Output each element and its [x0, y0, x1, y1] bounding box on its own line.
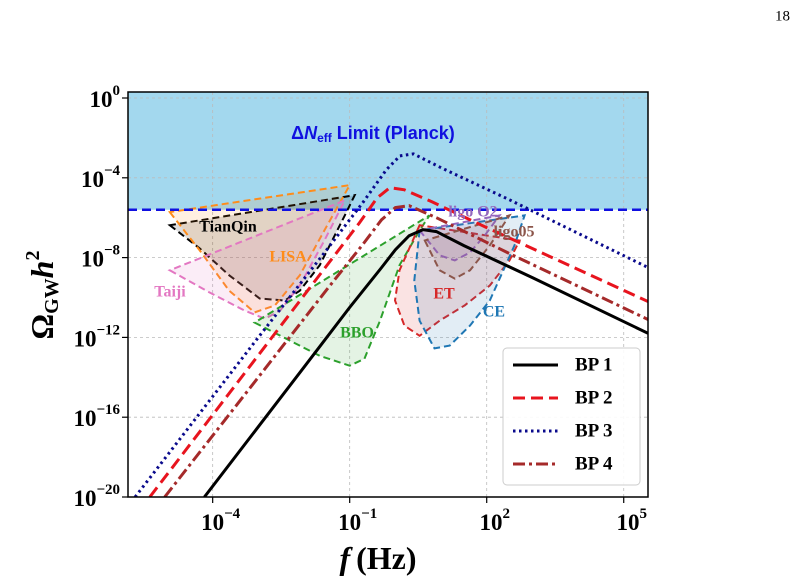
tick-exponent: −8: [104, 243, 120, 259]
curve-label: CE: [483, 304, 505, 321]
tick-exponent: −4: [104, 163, 121, 179]
legend-box: [502, 347, 641, 486]
curve-label: Taiji: [154, 284, 186, 301]
tick-base: 10: [201, 510, 224, 535]
tick-exponent: 0: [113, 83, 121, 99]
tick-label: 10−1: [338, 506, 377, 535]
legend-label: BP 3: [575, 420, 612, 441]
tick-exponent: 5: [639, 506, 647, 522]
tick-base: 10: [616, 510, 639, 535]
tick-label: 10−4: [81, 163, 121, 192]
series-line: [163, 204, 648, 497]
tick-exponent: −4: [224, 506, 241, 522]
tick-label: 10−20: [73, 482, 120, 511]
curve-label: TianQin: [199, 219, 257, 236]
planck-label: ΔNeff Limit (Planck): [291, 123, 455, 145]
curve-label: ligo05: [494, 224, 535, 241]
tick-base: 10: [73, 327, 96, 352]
tick-exponent: −20: [96, 482, 120, 498]
series-line: [203, 228, 648, 497]
tick-exponent: −1: [361, 506, 377, 522]
label-part: f: [339, 540, 353, 576]
tick-label: 100: [90, 83, 121, 112]
legend-label: BP 4: [575, 453, 613, 474]
tick-base: 10: [73, 406, 96, 431]
plot-frame: [127, 91, 649, 498]
series-line: [133, 152, 648, 497]
tick-base: 10: [81, 167, 104, 192]
series-line: [148, 186, 648, 497]
label-part: Ω: [24, 314, 60, 340]
label-part: h: [24, 261, 60, 279]
curve-label: LISA: [269, 249, 307, 266]
plot-area: [128, 92, 648, 497]
sensitivity-curve: [167, 183, 352, 314]
page-number: 18: [775, 8, 790, 24]
sensitivity-curve: [413, 214, 527, 350]
sensitivity-curve: [417, 213, 502, 262]
tick-base: 10: [338, 510, 361, 535]
curve-label: ET: [433, 286, 455, 303]
tick-exponent: 2: [502, 506, 510, 522]
label-part: N: [304, 123, 318, 143]
tick-label: 10−16: [73, 403, 120, 432]
tick-label: 105: [616, 506, 647, 535]
tick-label: 10−12: [73, 323, 120, 352]
label-part: Δ: [291, 123, 304, 143]
legend-label: BP 2: [575, 387, 612, 408]
tick-base: 10: [479, 510, 502, 535]
planck-region: [128, 92, 648, 210]
label-part: 2: [22, 251, 44, 261]
tick-label: 10−8: [81, 243, 120, 272]
tick-base: 10: [90, 87, 113, 112]
tick-base: 10: [73, 486, 96, 511]
curve-label: ligo O2: [448, 204, 497, 221]
tick-base: 10: [81, 247, 104, 272]
sensitivity-curve: [393, 224, 522, 338]
tick-label: 10−4: [201, 506, 241, 535]
tick-label: 102: [479, 506, 510, 535]
label-part: GW: [41, 278, 63, 314]
y-axis-label: ΩGWh2: [22, 251, 63, 340]
legend-label: BP 1: [575, 354, 612, 375]
label-part: eff: [317, 131, 333, 145]
x-axis-label: f (Hz): [339, 540, 416, 576]
tick-exponent: −16: [96, 403, 120, 419]
tick-exponent: −12: [96, 323, 120, 339]
label-part: Limit (Planck): [332, 123, 455, 143]
curve-label: BBO: [340, 325, 374, 342]
label-part: (Hz): [356, 540, 416, 576]
